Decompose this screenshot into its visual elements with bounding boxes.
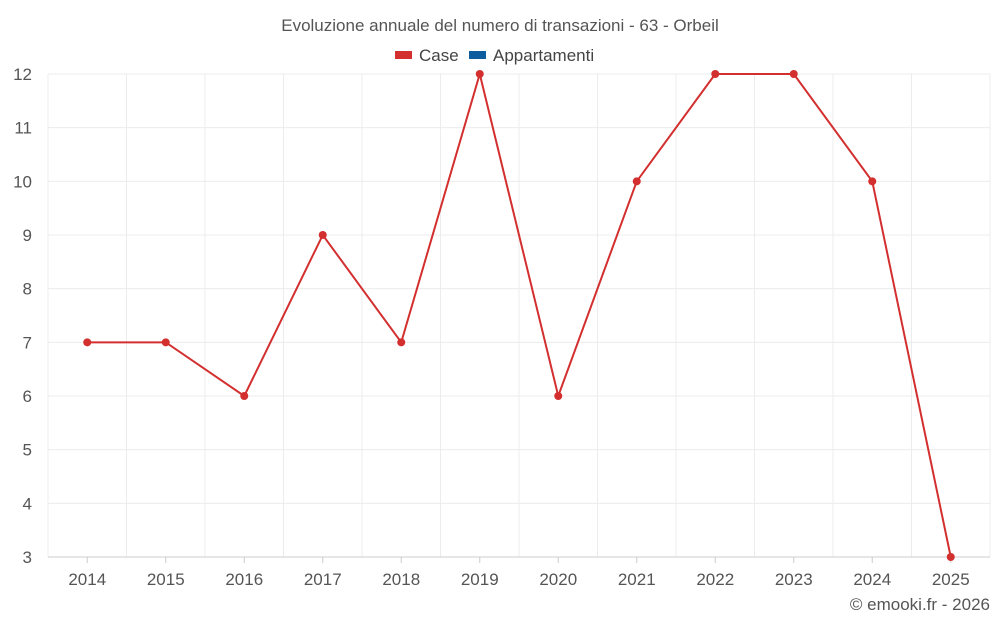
y-tick-label-11: 11 [14, 119, 32, 138]
data-point-2025[interactable] [946, 553, 955, 561]
legend-item-case[interactable]: Case [395, 46, 459, 65]
x-tick-label-2015: 2015 [147, 570, 185, 589]
y-tick-label-3: 3 [23, 548, 32, 567]
data-point-2020[interactable] [554, 392, 563, 400]
data-point-2016[interactable] [240, 392, 249, 400]
legend-swatch-case [395, 51, 412, 59]
legend: Case Appartamenti [395, 46, 594, 65]
legend-label-case: Case [419, 46, 459, 65]
x-tick-label-2022: 2022 [696, 570, 734, 589]
chart-title: Evoluzione annuale del numero di transaz… [281, 16, 719, 35]
data-point-2023[interactable] [789, 70, 798, 78]
data-point-2022[interactable] [711, 70, 720, 78]
data-point-2017[interactable] [318, 231, 327, 239]
x-axis-labels: 2014 2015 2016 2017 2018 2019 2020 2021 2022 2023… [68, 570, 969, 589]
legend-swatch-appartamenti [469, 51, 486, 59]
data-point-2024[interactable] [868, 177, 877, 186]
y-tick-label-4: 4 [23, 494, 32, 513]
legend-label-appartamenti: Appartamenti [493, 46, 594, 65]
x-tick-label-2014: 2014 [68, 570, 106, 589]
x-tick-label-2021: 2021 [618, 570, 656, 589]
legend-item-appartamenti[interactable]: Appartamenti [469, 46, 594, 65]
y-tick-label-6: 6 [23, 387, 32, 406]
x-tick-label-2020: 2020 [539, 570, 577, 589]
series-case [83, 70, 955, 561]
grid [47, 73, 991, 557]
x-tick-label-2017: 2017 [304, 570, 342, 589]
data-point-2019[interactable] [475, 70, 484, 78]
x-tick-label-2023: 2023 [775, 570, 813, 589]
y-tick-label-7: 7 [23, 333, 32, 352]
x-tick-label-2018: 2018 [382, 570, 420, 589]
axes [48, 556, 990, 563]
x-tick-label-2025: 2025 [932, 570, 970, 589]
data-point-2015[interactable] [161, 338, 170, 347]
y-tick-label-5: 5 [23, 441, 32, 460]
x-tick-label-2016: 2016 [225, 570, 263, 589]
data-point-2018[interactable] [397, 338, 406, 347]
y-tick-label-10: 10 [13, 172, 32, 191]
data-point-2014[interactable] [83, 338, 92, 347]
y-tick-label-12: 12 [13, 65, 32, 84]
series-line-case [87, 70, 952, 558]
y-tick-label-8: 8 [23, 280, 32, 299]
y-axis-labels: 3 4 5 6 7 8 9 10 11 12 [13, 65, 32, 567]
footer-credit: © emooki.fr - 2026 [850, 595, 990, 614]
data-point-2021[interactable] [632, 177, 641, 186]
y-tick-label-9: 9 [23, 226, 32, 245]
x-tick-label-2019: 2019 [461, 570, 499, 589]
x-tick-label-2024: 2024 [853, 570, 891, 589]
